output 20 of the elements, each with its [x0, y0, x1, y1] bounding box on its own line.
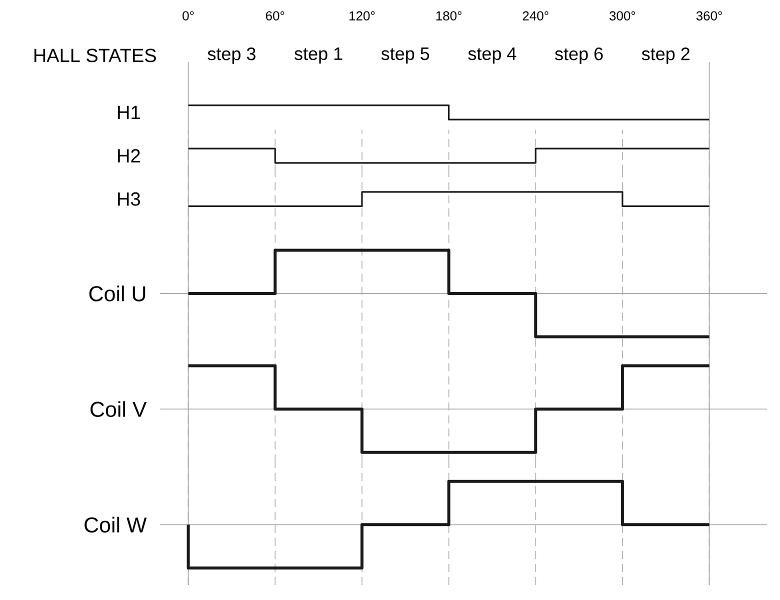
category-label: step 2	[642, 48, 690, 64]
y-axis-title: H1	[118, 106, 140, 119]
y-axis-title: H2	[118, 149, 140, 162]
category-label: step 6	[555, 48, 603, 64]
category-label: step 3	[208, 48, 256, 64]
y-axis-title: H3	[118, 192, 140, 206]
y-axis-title: Coil W	[84, 516, 147, 533]
x-tick-label: 180°	[436, 11, 462, 20]
category-label: step 5	[381, 48, 430, 64]
y-axis-title: Coil U	[89, 286, 146, 302]
x-tick-label: 0°	[182, 11, 194, 20]
x-tick-label: 300°	[610, 11, 636, 20]
x-tick-label: 120°	[350, 11, 375, 20]
text: HALL STATES	[34, 48, 156, 62]
x-tick-label: 60°	[266, 11, 284, 20]
category-label: step 4	[468, 48, 516, 64]
x-tick-label: 360°	[696, 11, 722, 20]
category-label: step 1	[294, 48, 342, 64]
x-tick-label: 240°	[522, 11, 548, 20]
y-axis-title: Coil V	[90, 401, 147, 417]
